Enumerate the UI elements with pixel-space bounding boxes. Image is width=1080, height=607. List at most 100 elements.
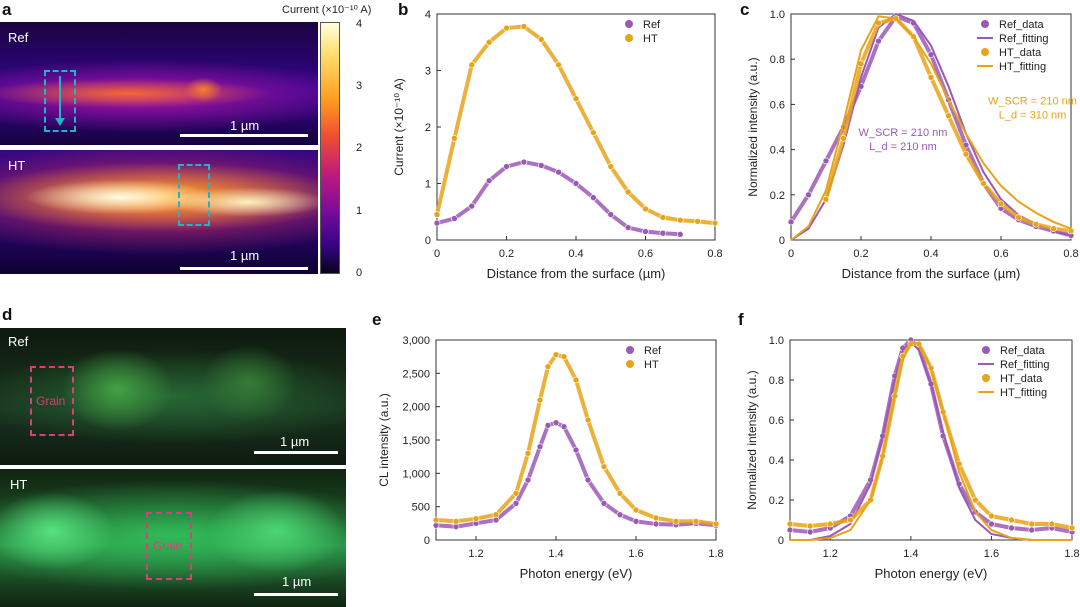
data-point-b-HT-15	[694, 218, 701, 225]
data-point-e-Ref-4	[512, 500, 520, 507]
data-point-b-HT-9	[590, 129, 597, 136]
y-tick-label-e-2: 1,000	[402, 468, 430, 480]
x-tick-label-b-1: 0.2	[499, 248, 514, 260]
roi-box-ref	[44, 70, 76, 132]
x-tick-label-f-2: 1.6	[984, 548, 999, 560]
y-tick-label-e-4: 2,000	[402, 402, 430, 414]
y-tick-label-e-1: 500	[412, 502, 430, 514]
data-point-e-Ref-8	[552, 419, 560, 426]
data-point-b-Ref-9	[590, 194, 597, 201]
x-tick-label-e-3: 1.8	[708, 548, 723, 560]
data-point-c-HT_data-9	[980, 180, 987, 187]
data-point-e-HT-11	[584, 416, 592, 424]
y-tick-label-c-0: 0	[779, 235, 785, 247]
data-point-b-Ref-7	[555, 168, 562, 176]
legend-swatch-f-0	[982, 346, 990, 354]
data-point-f-HT_data-3	[847, 516, 854, 524]
y-tick-label-b-3: 3	[425, 66, 431, 78]
legend-label-f-2: HT_data	[1000, 373, 1043, 385]
x-tick-label-e-1: 1.4	[548, 548, 563, 560]
scalebar-ref	[180, 134, 308, 137]
legend-swatch-b-1	[625, 34, 633, 42]
data-point-e-Ref-7	[544, 422, 552, 429]
y-tick-label-b-1: 1	[425, 179, 431, 191]
data-point-e-HT-9	[560, 353, 568, 360]
legend-label-c-2: HT_data	[999, 47, 1042, 59]
plot-frame-b	[436, 13, 716, 241]
data-point-c-HT_data-13	[1050, 225, 1057, 232]
data-point-c-Ref_data-2	[822, 157, 830, 165]
cl-label-ref: Ref	[8, 334, 29, 349]
colorbar-tick-2: 2	[356, 142, 363, 154]
data-point-f-HT_data-13	[972, 496, 979, 504]
data-point-c-HT_data-1	[840, 135, 847, 142]
colorbar	[320, 22, 340, 274]
data-point-f-HT_data-16	[1028, 520, 1036, 528]
data-point-e-Ref-13	[616, 511, 624, 518]
data-point-c-HT_data-10	[997, 200, 1005, 208]
legend-swatch-b-0	[625, 20, 633, 28]
data-point-b-HT-2	[468, 61, 476, 69]
annotation-c-0-0: W_SCR = 210 nm	[988, 95, 1077, 107]
plot-frame-f	[789, 339, 1073, 541]
x-tick-label-b-0: 0	[434, 248, 440, 260]
y-axis-label-f: Normalized intensity (a.u.)	[745, 370, 759, 509]
x-tick-label-c-4: 0.8	[1063, 248, 1078, 260]
y-tick-label-f-1: 0.2	[769, 495, 784, 507]
data-point-f-Ref_data-16	[1028, 526, 1036, 534]
y-tick-label-c-3: 0.6	[770, 99, 785, 111]
panel-letter-d: d	[2, 305, 13, 324]
data-point-b-Ref-1	[451, 215, 458, 222]
legend-swatch-c-0	[981, 20, 989, 28]
scalebar-ht	[180, 267, 308, 270]
data-point-f-HT_data-0	[786, 520, 794, 528]
data-point-e-Ref-6	[536, 443, 544, 450]
cl-scalebar-label-ref: 1 µm	[280, 434, 310, 449]
data-point-f-HT_data-15	[1008, 516, 1015, 524]
data-point-b-HT-12	[642, 205, 649, 213]
data-point-f-HT_data-18	[1068, 524, 1076, 532]
data-point-b-HT-6	[537, 36, 545, 43]
cl-map-ht: HT Grain 1 µm	[0, 469, 346, 607]
data-point-c-HT_data-11	[1015, 214, 1022, 221]
annotation-c-1-1: L_d = 210 nm	[869, 141, 937, 153]
data-point-b-Ref-6	[537, 162, 545, 169]
y-tick-label-f-0: 0	[778, 535, 784, 547]
data-point-b-Ref-14	[676, 231, 684, 238]
current-map-ht: HT 1 µm	[0, 150, 318, 274]
colorbar-tick-4: 4	[356, 18, 363, 30]
y-tick-label-c-2: 0.4	[770, 145, 785, 157]
data-point-b-Ref-12	[642, 228, 649, 235]
data-point-b-HT-5	[520, 23, 528, 30]
data-point-f-HT_data-1	[806, 522, 814, 530]
data-point-e-HT-3	[492, 511, 500, 518]
colorbar-tick-0: 0	[356, 267, 363, 279]
legend-swatch-e-1	[626, 360, 634, 368]
colorbar-title: Current (×10⁻¹⁰ A)	[282, 4, 372, 16]
cl-scalebar-ht	[254, 593, 338, 596]
data-point-e-HT-13	[616, 490, 624, 497]
colorbar-tick-3: 3	[356, 80, 363, 92]
data-point-b-Ref-4	[503, 163, 510, 170]
legend-label-c-3: HT_fitting	[999, 61, 1046, 73]
data-point-c-Ref_data-5	[875, 37, 882, 45]
data-point-e-HT-1	[452, 518, 460, 525]
data-point-b-Ref-0	[433, 219, 441, 227]
data-point-b-Ref-5	[520, 158, 528, 166]
panel-letter-f: f	[738, 310, 744, 329]
data-point-c-HT_data-0	[822, 196, 830, 203]
data-point-e-Ref-12	[600, 500, 608, 507]
data-point-e-HT-6	[536, 396, 544, 404]
data-point-f-HT_data-17	[1048, 520, 1056, 528]
x-tick-label-c-0: 0	[788, 248, 794, 260]
data-point-f-Ref_data-0	[786, 526, 794, 534]
data-point-e-HT-5	[524, 450, 532, 457]
y-tick-label-f-3: 0.6	[769, 415, 784, 427]
legend-swatch-e-0	[626, 346, 634, 354]
data-point-e-HT-16	[672, 518, 680, 525]
data-point-e-HT-18	[712, 520, 720, 528]
x-axis-label-c: Distance from the surface (µm)	[842, 266, 1021, 281]
data-point-b-HT-13	[659, 214, 667, 221]
data-point-c-HT_data-6	[927, 73, 935, 81]
series-trail-e-Ref	[434, 420, 718, 529]
